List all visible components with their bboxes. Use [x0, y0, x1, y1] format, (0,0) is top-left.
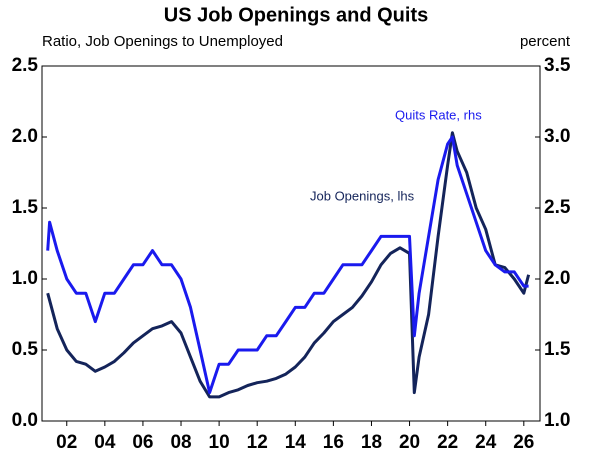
x-tick-label: 08 — [170, 432, 191, 453]
x-tick-label: 14 — [285, 432, 307, 453]
x-tick-label: 12 — [247, 432, 268, 453]
series-line — [46, 131, 531, 399]
y-tick-label: 2.5 — [12, 55, 39, 76]
x-tick-label: 04 — [94, 432, 116, 453]
y-tick-label: 0.5 — [12, 339, 39, 360]
y-tick-label: 0.0 — [12, 410, 38, 431]
y2-tick-label: 1.5 — [544, 339, 571, 360]
x-tick-label: 22 — [437, 432, 458, 453]
chart-title: US Job Openings and Quits — [164, 4, 428, 26]
y-axis-label: Ratio, Job Openings to Unemployed — [42, 33, 283, 50]
series-label: Job Openings, lhs — [310, 188, 415, 203]
x-tick-label: 16 — [323, 432, 344, 453]
y-tick-label: 2.0 — [12, 126, 38, 147]
x-tick-label: 02 — [56, 432, 77, 453]
y2-tick-label: 3.5 — [544, 55, 571, 76]
y2-tick-label: 1.0 — [544, 410, 570, 431]
y2-axis-label: percent — [520, 33, 571, 50]
y2-tick-label: 2.5 — [544, 197, 571, 218]
y-tick-label: 1.5 — [12, 197, 39, 218]
x-tick-label: 26 — [513, 432, 534, 453]
x-tick-label: 24 — [475, 432, 497, 453]
y2-tick-label: 2.0 — [544, 268, 570, 289]
x-tick-label: 06 — [132, 432, 153, 453]
x-tick-label: 18 — [361, 432, 382, 453]
series-label: Quits Rate, rhs — [395, 107, 482, 122]
x-tick-label: 10 — [209, 432, 230, 453]
plot-frame — [41, 65, 541, 422]
y2-tick-label: 3.0 — [544, 126, 570, 147]
series-line — [46, 135, 529, 395]
x-tick-label: 20 — [399, 432, 420, 453]
y-tick-label: 1.0 — [12, 268, 38, 289]
